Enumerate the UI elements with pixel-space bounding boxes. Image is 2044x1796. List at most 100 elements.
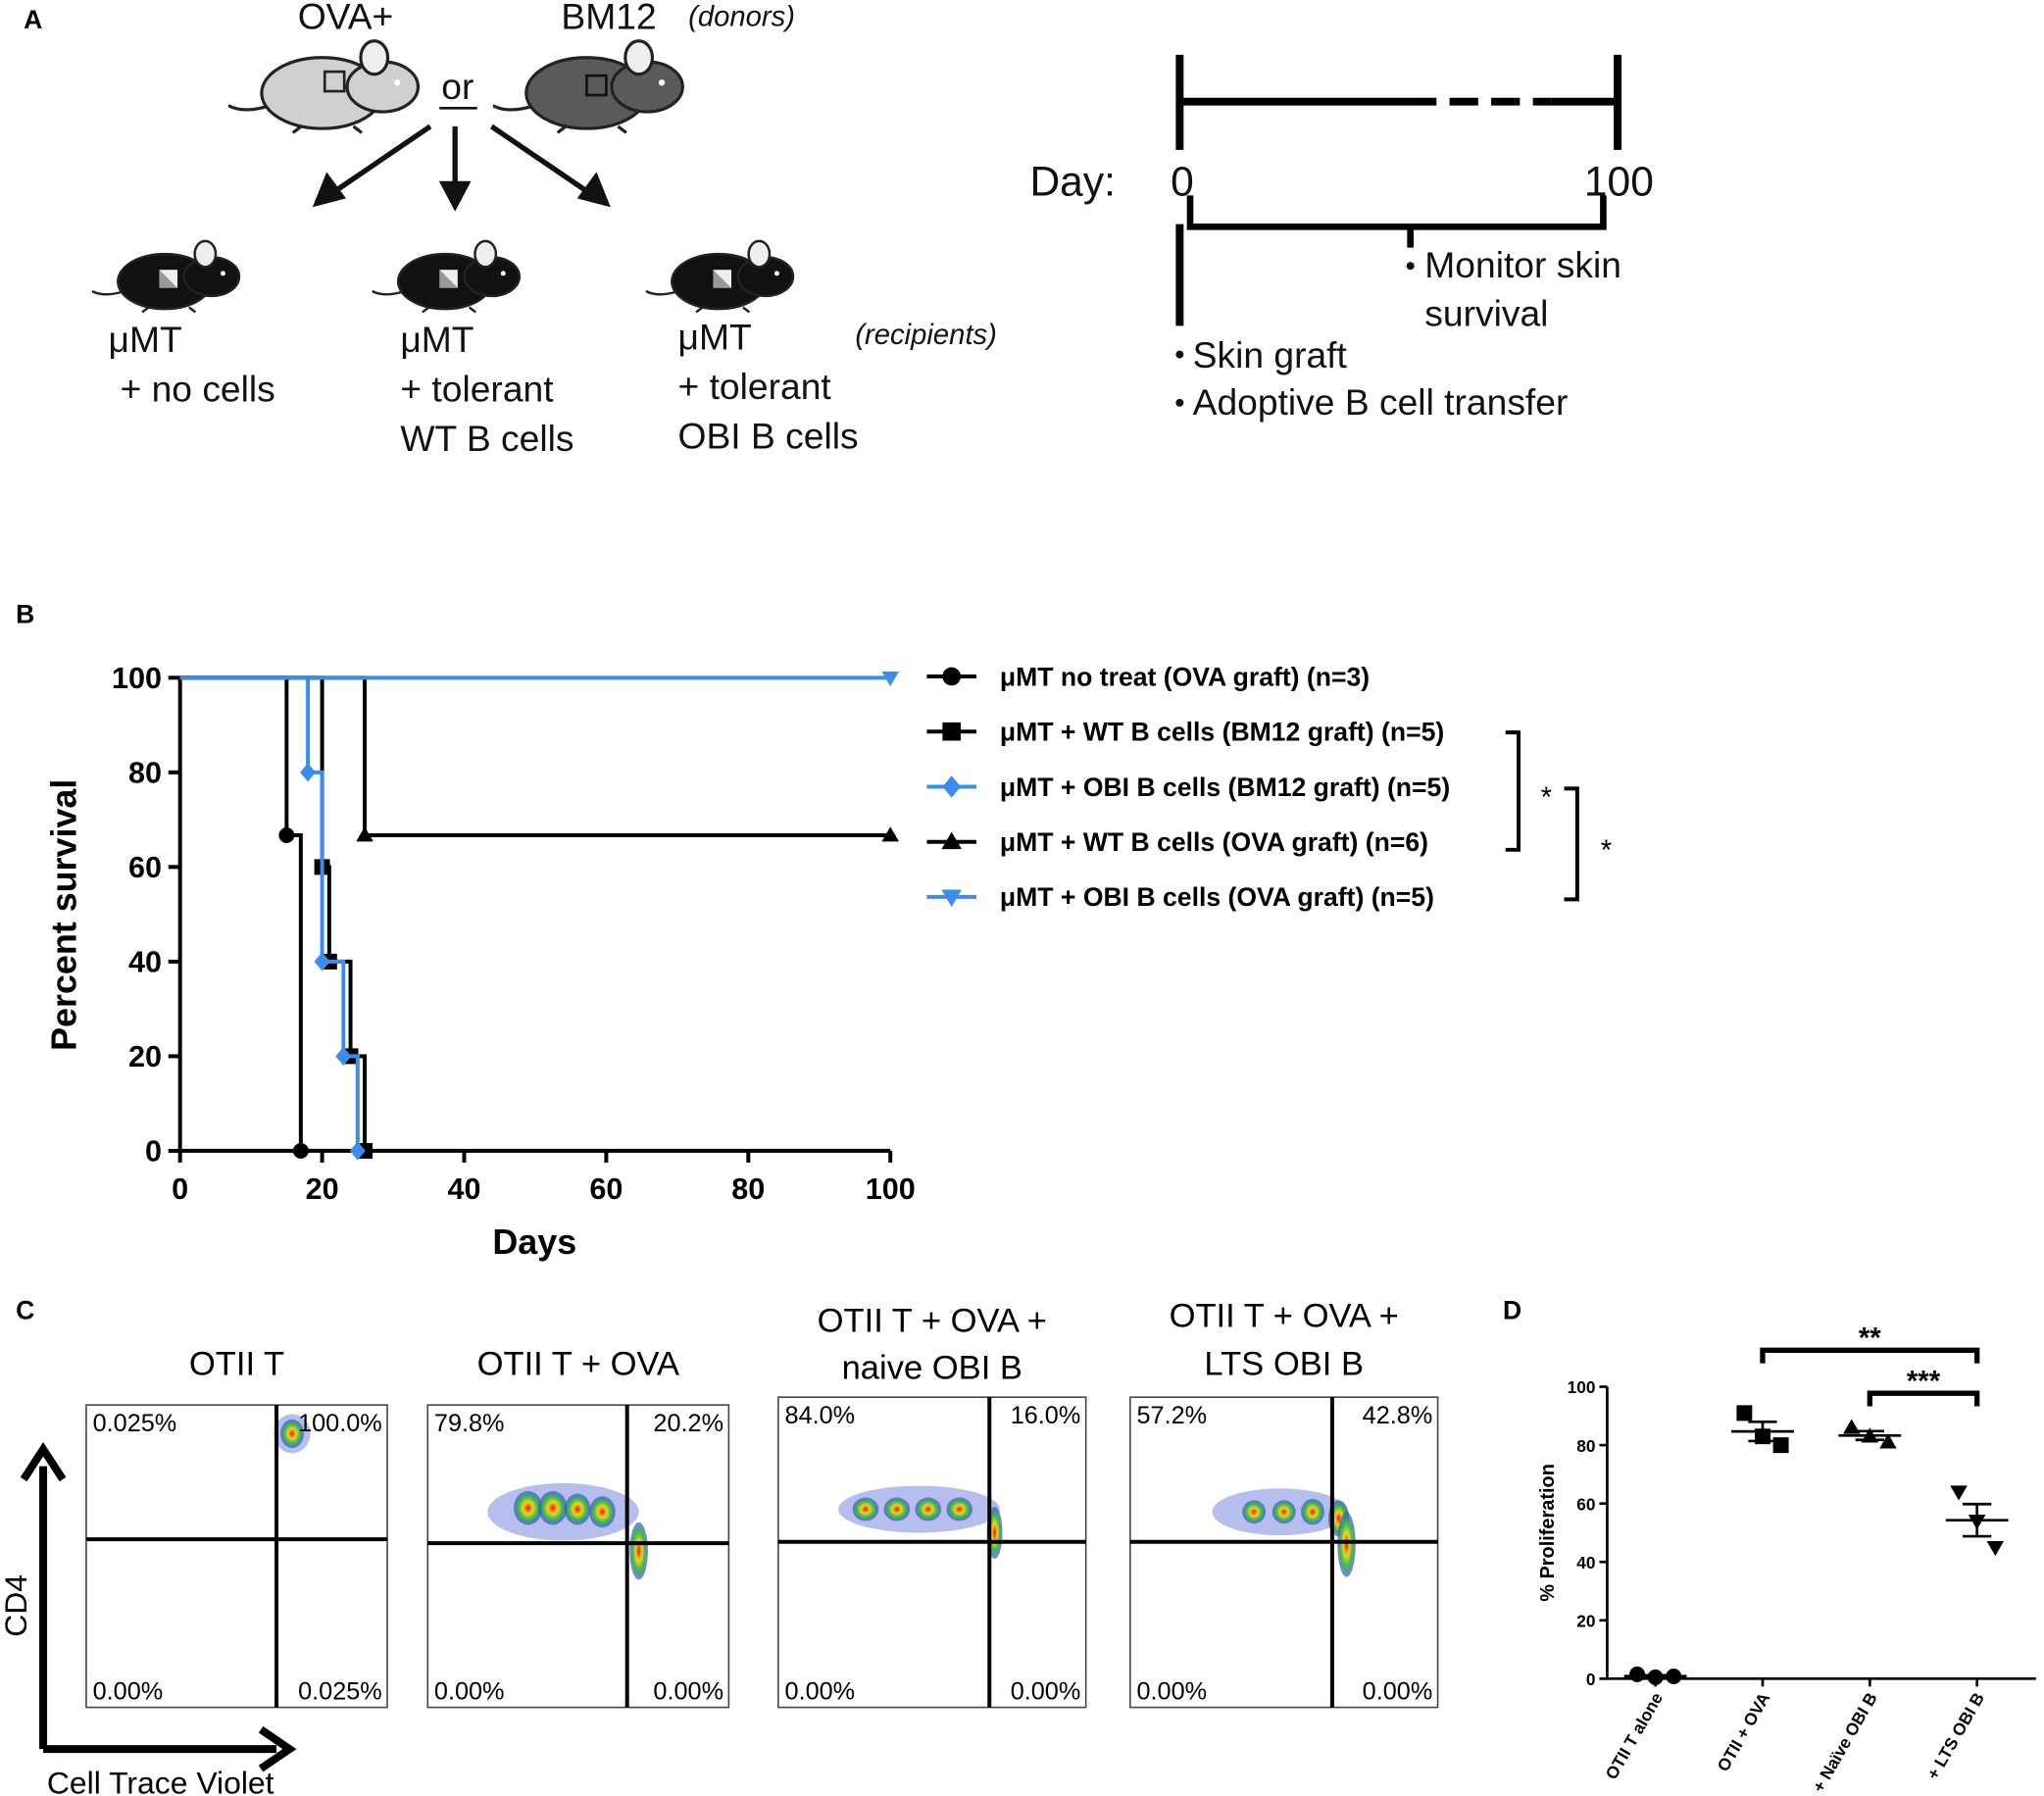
donor-label: BM12 [561, 0, 656, 36]
plot-frame [777, 1396, 1087, 1709]
quadrant-percent: 0.025% [93, 1410, 177, 1437]
y-axis-title: % Proliferation [1537, 1464, 1559, 1602]
panel-label: B [16, 599, 34, 628]
donor-label: OVA+ [298, 0, 394, 36]
quadrant-percent: 42.8% [1363, 1402, 1433, 1429]
cell-density [1242, 1500, 1267, 1524]
cell-density [1271, 1500, 1296, 1524]
panel-label: C [16, 1295, 34, 1324]
marker [292, 1142, 309, 1159]
panel-label: A [24, 5, 42, 34]
significance-label: *** [1907, 1367, 1941, 1398]
quadrant-percent: 20.2% [653, 1410, 723, 1437]
significance-bracket [1505, 730, 1521, 852]
cell-density [280, 1419, 304, 1449]
day-end: 100 [1584, 158, 1654, 205]
quadrant-percent: 0.00% [434, 1678, 505, 1706]
quadrant-percent: 100.0% [298, 1410, 382, 1437]
legend-label: μMT no treat (OVA graft) (n=3) [1000, 662, 1370, 691]
panel-a-drawing [91, 39, 1622, 407]
timeline-event: Adoptive B cell transfer [1193, 381, 1569, 423]
survival-step [322, 959, 346, 1057]
panel-a-text: A OVA+ BM12 (donors) or μMT + no cells μ… [16, 0, 1654, 1324]
quadrant-percent: 0.00% [1011, 1678, 1081, 1706]
x-tick-label: + LTS OBI B [1922, 1689, 1988, 1783]
quadrant-percent: 0.00% [1136, 1678, 1207, 1706]
survival-step [286, 833, 303, 1151]
y-axis-title: CD4 [0, 1574, 33, 1637]
plot-title: OTII T [189, 1346, 284, 1383]
error-bar [1963, 1502, 1992, 1538]
marker [881, 671, 899, 687]
timeline-note: survival [1424, 292, 1548, 333]
data-point [1986, 1540, 2005, 1557]
marker [278, 827, 295, 844]
cell-density [629, 1522, 648, 1580]
x-tick-label: OTII + OVA [1713, 1689, 1773, 1775]
cell-density [1301, 1498, 1324, 1525]
y-tick-label: 60 [1576, 1494, 1595, 1514]
timeline-event: Skin graft [1193, 334, 1348, 375]
x-axis-title: Days [492, 1222, 576, 1262]
x-tick-label: OTII T alone [1601, 1689, 1667, 1783]
cell-density [1337, 1512, 1356, 1577]
significance-bracket [1564, 786, 1579, 902]
timeline-note: Monitor skin [1424, 244, 1621, 285]
axis-arrow [39, 1466, 277, 1754]
day-start: 0 [1171, 158, 1194, 205]
x-tick-label: 0 [172, 1172, 188, 1206]
recipient-label: μMT [109, 319, 182, 360]
legend-marker [941, 831, 962, 850]
recipient-label: WT B cells [400, 418, 573, 459]
survival-step [179, 675, 289, 836]
data-point [1772, 1437, 1789, 1454]
cell-density [564, 1493, 591, 1525]
plot-title: OTII T + OVA + [1170, 1297, 1399, 1334]
legend-label: μMT + WT B cells (BM12 graft) (n=5) [1000, 718, 1444, 747]
significance-bracket [1760, 1347, 1980, 1364]
legend-label: μMT + WT B cells (OVA graft) (n=6) [1000, 827, 1428, 857]
marker [314, 952, 330, 972]
y-tick-label: 0 [1586, 1670, 1596, 1689]
recipient-label: + no cells [121, 368, 275, 409]
plot-title: OTII T + OVA + [818, 1303, 1047, 1340]
survival-step [343, 1054, 360, 1151]
x-axis-title: Cell Trace Violet [47, 1765, 274, 1796]
y-axis-title: Percent survival [44, 779, 83, 1051]
plot-frame [1129, 1396, 1439, 1709]
survival-step [179, 675, 311, 773]
recipient-label: μMT [678, 316, 752, 357]
y-tick-label: 60 [128, 851, 162, 884]
donors-note: (donors) [688, 2, 795, 33]
cell-density [589, 1496, 616, 1528]
legend-label: μMT + OBI B cells (OVA graft) (n=5) [1000, 882, 1434, 912]
marker [335, 1046, 352, 1066]
recipient-label: μMT [400, 319, 474, 360]
x-tick-label: 100 [866, 1172, 916, 1206]
quadrant-percent: 84.0% [785, 1402, 856, 1429]
y-tick-label: 100 [1568, 1377, 1596, 1397]
legend-marker [942, 775, 962, 798]
y-tick-label: 40 [128, 946, 162, 979]
legend-marker [941, 889, 962, 908]
plot-frame [426, 1404, 730, 1709]
significance-label: ** [1859, 1323, 1881, 1355]
or-label: or [441, 66, 474, 107]
marker [356, 826, 374, 842]
survival-step [328, 959, 353, 1057]
marker [300, 763, 317, 782]
cell-density [915, 1497, 942, 1522]
cell-density [538, 1490, 568, 1525]
quadrant-percent: 16.0% [1011, 1402, 1081, 1429]
x-tick-label: 40 [447, 1172, 480, 1206]
cell-density [946, 1497, 972, 1522]
y-tick-label: 80 [128, 756, 162, 789]
arrow-head [20, 1442, 67, 1482]
cell-density [514, 1490, 543, 1525]
plot-title: naive OBI B [842, 1350, 1022, 1387]
x-tick-label: 80 [731, 1172, 765, 1206]
quadrant-percent: 0.00% [785, 1678, 856, 1706]
y-tick-label: 80 [1576, 1436, 1595, 1456]
plot-title: LTS OBI B [1204, 1346, 1364, 1383]
